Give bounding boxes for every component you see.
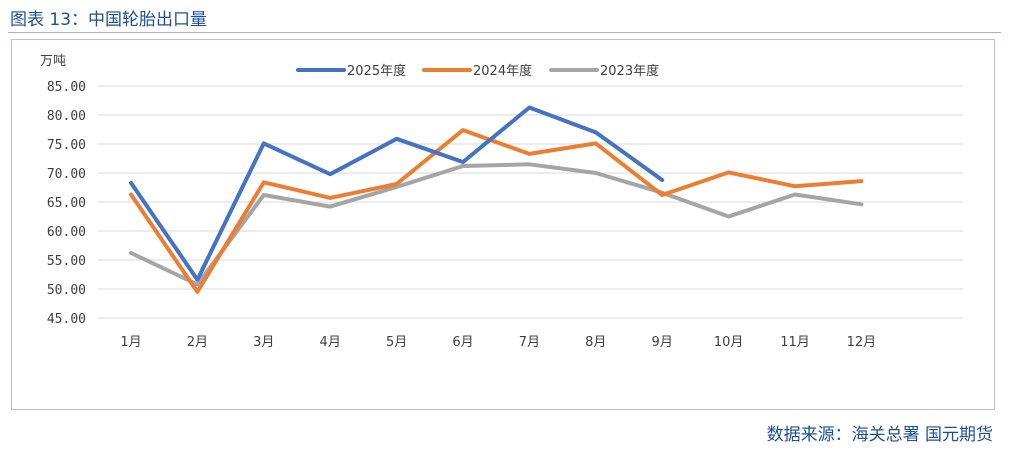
series-line-2025年度 — [129, 105, 665, 282]
x-tick-label: 1月 — [120, 335, 141, 350]
x-tick-label: 2月 — [187, 335, 208, 350]
grid-layer — [98, 85, 963, 319]
y-tick-label: 70.00 — [47, 167, 86, 182]
y-tick-label: 45.00 — [47, 312, 86, 327]
x-tick-label: 3月 — [253, 335, 274, 350]
series-line-2023年度 — [129, 162, 864, 287]
y-tick-label: 65.00 — [47, 196, 86, 211]
x-tick-label: 7月 — [519, 335, 540, 350]
x-tick-label: 4月 — [320, 335, 341, 350]
x-tick-label: 12月 — [847, 335, 877, 350]
x-tick-label: 9月 — [652, 335, 673, 350]
title-underline — [8, 32, 1001, 33]
series-layer — [129, 105, 864, 294]
x-tick-label: 5月 — [386, 335, 407, 350]
x-tick-label: 8月 — [585, 335, 606, 350]
x-tick-labels: 1月 2月 3月 4月 5月 6月 7月 8月 9月 10月 11月 12月 — [120, 335, 876, 350]
x-tick-label: 6月 — [452, 335, 473, 350]
legend-label: 2024年度 — [473, 63, 532, 79]
y-tick-label: 55.00 — [47, 254, 86, 269]
data-source-note: 数据来源：海关总署 国元期货 — [766, 425, 993, 445]
legend-label: 2025年度 — [347, 63, 406, 79]
x-tick-label: 11月 — [780, 335, 810, 350]
y-tick-label: 50.00 — [47, 283, 86, 298]
figure-title: 图表 13：中国轮胎出口量 — [10, 10, 208, 30]
y-tick-label: 85.00 — [47, 80, 86, 95]
y-tick-label: 60.00 — [47, 225, 86, 240]
y-tick-labels: 45.00 50.00 55.00 60.00 65.00 70.00 75.00 80.00… — [47, 80, 86, 327]
series-line-2024年度 — [129, 128, 864, 294]
x-tick-label: 10月 — [714, 335, 744, 350]
y-tick-label: 75.00 — [47, 138, 86, 153]
legend: 2025年度 2024年度 2023年度 — [296, 63, 659, 79]
chart-frame — [11, 39, 995, 410]
y-tick-label: 80.00 — [47, 109, 86, 124]
legend-label: 2023年度 — [600, 63, 659, 79]
y-axis-unit: 万吨 — [40, 54, 66, 69]
